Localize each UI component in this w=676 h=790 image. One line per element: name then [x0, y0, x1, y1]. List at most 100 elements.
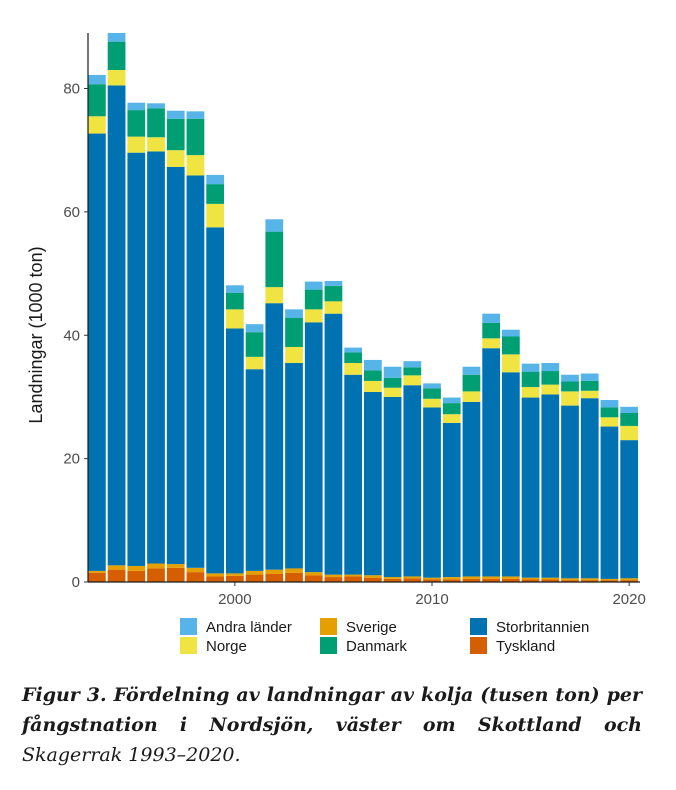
bar-tyskland-2011 — [442, 579, 461, 582]
legend-swatch-norge — [180, 637, 197, 654]
bar-storbritannien-2010 — [423, 407, 441, 578]
bar-sverige-2004 — [304, 572, 323, 576]
bar-norge-2006 — [344, 363, 363, 375]
y-tick-label: 0 — [72, 574, 80, 591]
bar-danmark-2015 — [521, 371, 540, 388]
bar-storbritannien-1998 — [186, 175, 205, 568]
bar-norge-2004 — [304, 309, 323, 323]
axes: 0 20 40 60 80 2000 2010 2020 — [63, 33, 646, 608]
bar-sverige-2017 — [561, 578, 579, 581]
bar-norge-2002 — [265, 287, 284, 304]
bar-danmark-2000 — [226, 292, 244, 310]
bar-storbritannien-2009 — [403, 385, 422, 577]
bar-danmark-2013 — [482, 322, 501, 339]
bar-sverige-2014 — [502, 576, 520, 579]
bar-storbritannien-2008 — [383, 396, 402, 578]
bar-danmark-2003 — [285, 317, 303, 347]
bar-andra-länder-2020 — [620, 406, 639, 413]
bar-andra-länder-2014 — [502, 329, 520, 337]
bar-tyskland-2012 — [462, 578, 481, 582]
bar-andra-länder-1999 — [206, 174, 225, 185]
bar-andra-länder-1993 — [88, 74, 106, 85]
bar-storbritannien-2011 — [442, 422, 461, 578]
legend-label-sverige: Sverige — [346, 619, 397, 636]
bar-danmark-2004 — [304, 289, 323, 310]
bar-danmark-2019 — [600, 407, 619, 418]
x-tick-label: 2020 — [612, 591, 645, 608]
bar-tyskland-2010 — [423, 579, 441, 582]
bar-norge-2013 — [482, 338, 501, 349]
bar-layer — [88, 33, 639, 582]
bar-sverige-2020 — [620, 578, 639, 581]
bar-danmark-2012 — [462, 374, 481, 392]
bar-andra-länder-2018 — [580, 373, 599, 381]
bar-danmark-2011 — [442, 403, 461, 415]
bar-tyskland-1996 — [147, 568, 165, 582]
bar-storbritannien-2020 — [620, 440, 639, 579]
legend-label-storbritannien: Storbritannien — [496, 619, 589, 636]
bar-danmark-2016 — [541, 371, 560, 385]
legend-label-andra-länder: Andra länder — [206, 619, 292, 636]
bar-danmark-1994 — [107, 41, 126, 71]
bar-norge-2003 — [285, 346, 303, 364]
bar-norge-1993 — [88, 116, 106, 134]
bar-danmark-1995 — [127, 110, 146, 137]
bar-sverige-2006 — [344, 574, 363, 577]
bar-tyskland-2006 — [344, 576, 363, 582]
caption-title: Figur 3. Fördelning av landningar av kol… — [22, 684, 642, 736]
bar-sverige-2008 — [383, 577, 402, 579]
bar-norge-2010 — [423, 398, 441, 408]
bar-tyskland-2004 — [304, 575, 323, 582]
bar-sverige-2011 — [442, 577, 461, 580]
bar-storbritannien-1995 — [127, 152, 146, 566]
bar-tyskland-2013 — [482, 578, 501, 582]
legend-label-danmark: Danmark — [346, 638, 407, 655]
bar-andra-länder-2005 — [324, 280, 343, 286]
x-tick-label: 2010 — [415, 591, 448, 608]
bar-andra-länder-2016 — [541, 363, 560, 372]
bar-storbritannien-2002 — [265, 303, 284, 570]
legend-label-tyskland: Tyskland — [496, 638, 555, 655]
bar-tyskland-2016 — [541, 579, 560, 582]
bar-sverige-2005 — [324, 574, 343, 578]
bar-norge-1995 — [127, 136, 146, 153]
bar-sverige-2002 — [265, 569, 284, 574]
bar-storbritannien-2005 — [324, 313, 343, 575]
bar-tyskland-2020 — [620, 580, 639, 582]
figure-caption: Figur 3. Fördelning av landningar av kol… — [22, 680, 642, 770]
legend-swatch-tyskland — [470, 637, 487, 654]
bar-tyskland-2002 — [265, 573, 284, 582]
bar-sverige-1993 — [88, 570, 106, 573]
bar-norge-2009 — [403, 375, 422, 386]
legend-label-norge: Norge — [206, 638, 247, 655]
bar-andra-länder-2010 — [423, 383, 441, 389]
bar-storbritannien-1999 — [206, 227, 225, 574]
bar-andra-länder-1994 — [107, 33, 126, 42]
bar-norge-1994 — [107, 70, 126, 86]
bar-sverige-2012 — [462, 576, 481, 579]
bar-tyskland-2009 — [403, 578, 422, 582]
bar-andra-länder-2011 — [442, 397, 461, 404]
legend-swatch-danmark — [320, 637, 337, 654]
bar-danmark-2017 — [561, 381, 579, 392]
bar-sverige-1999 — [206, 573, 225, 577]
bar-andra-länder-2019 — [600, 400, 619, 408]
bar-norge-1998 — [186, 155, 205, 176]
bar-danmark-1999 — [206, 184, 225, 204]
bar-tyskland-2005 — [324, 577, 343, 582]
y-tick-label: 20 — [63, 451, 80, 468]
bar-tyskland-1997 — [166, 567, 185, 582]
bar-tyskland-1995 — [127, 570, 146, 582]
bar-storbritannien-1993 — [88, 133, 106, 571]
bar-sverige-2016 — [541, 577, 560, 580]
bar-andra-länder-2009 — [403, 361, 422, 368]
bar-norge-1996 — [147, 137, 165, 152]
bar-tyskland-1998 — [186, 572, 205, 582]
bar-norge-2015 — [521, 387, 540, 398]
y-tick-label: 60 — [63, 204, 80, 221]
y-tick-label: 40 — [63, 327, 80, 344]
y-axis-title: Landningar (1000 ton) — [26, 246, 46, 423]
legend-swatch-storbritannien — [470, 618, 487, 635]
bar-danmark-2008 — [383, 377, 402, 388]
bar-andra-länder-1998 — [186, 111, 205, 119]
